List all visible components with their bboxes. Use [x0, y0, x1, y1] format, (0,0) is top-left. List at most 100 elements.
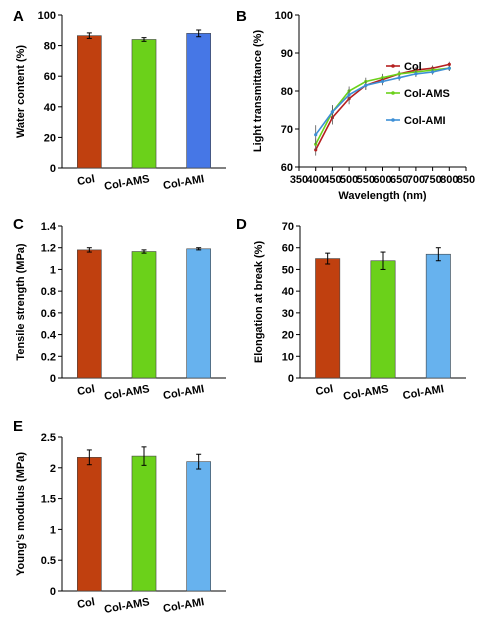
x-tick-label: 850	[457, 174, 475, 186]
x-tick-label: 350	[290, 174, 308, 186]
bar-col-ams	[131, 455, 157, 592]
y-tick-label: 10	[282, 351, 294, 363]
y-tick-label: 100	[38, 10, 56, 22]
x-tick-label: 750	[423, 174, 441, 186]
legend-label: Col-AMS	[404, 88, 450, 100]
category-label: Col-AMI	[162, 596, 205, 615]
category-label: Col	[76, 596, 96, 611]
y-tick-label: 100	[275, 10, 293, 22]
y-tick-label: 70	[281, 124, 293, 136]
x-axis-label: Wavelength (nm)	[338, 190, 427, 202]
category-label: Col-AMI	[162, 383, 205, 402]
category-label: Col-AMS	[103, 596, 150, 616]
legend-label: Col	[404, 61, 422, 73]
y-axis-label: Elongation at break (%)	[253, 241, 265, 364]
panel-label: D	[236, 216, 247, 233]
x-tick-label: 550	[357, 174, 375, 186]
y-tick-label: 1	[50, 524, 56, 536]
y-tick-label: 50	[282, 264, 294, 276]
y-tick-label: 0	[50, 586, 56, 598]
bar-col-ams	[131, 39, 157, 169]
bar-col	[315, 258, 341, 379]
y-tick-label: 20	[44, 132, 56, 144]
x-tick-label: 650	[390, 174, 408, 186]
y-tick-label: 70	[282, 221, 294, 233]
category-label: Col	[76, 173, 96, 188]
category-label: Col-AMS	[103, 173, 150, 193]
y-tick-label: 80	[281, 86, 293, 98]
bar-col-ami	[425, 253, 451, 379]
y-tick-label: 60	[44, 71, 56, 83]
legend-marker	[391, 118, 395, 122]
data-point	[380, 79, 385, 84]
panel-label: B	[236, 8, 247, 25]
data-point	[364, 83, 368, 87]
category-label: Col-AMS	[342, 383, 389, 403]
y-tick-label: 90	[281, 48, 293, 60]
bar-col-ams	[131, 251, 157, 379]
legend-marker	[391, 64, 395, 68]
category-label: Col	[76, 383, 96, 398]
data-point	[447, 62, 451, 66]
bar-col	[77, 249, 102, 379]
category-label: Col	[315, 383, 335, 398]
category-label: Col-AMI	[402, 383, 445, 402]
y-tick-label: 40	[44, 102, 56, 114]
y-tick-label: 0.6	[41, 308, 56, 320]
y-tick-label: 20	[282, 330, 294, 342]
x-tick-label: 600	[373, 174, 391, 186]
y-tick-label: 2.5	[41, 432, 56, 444]
category-label: Col-AMS	[103, 383, 150, 403]
y-axis-label: Light transmittance (%)	[252, 30, 264, 153]
y-axis-label: Water content (%)	[15, 45, 27, 138]
bar-col-ami	[186, 33, 211, 169]
y-tick-label: 80	[44, 41, 56, 53]
y-tick-label: 40	[282, 286, 294, 298]
x-tick-label: 700	[407, 174, 425, 186]
bar-col-ami	[186, 248, 211, 379]
panel-label: E	[13, 418, 23, 435]
y-tick-label: 0	[50, 373, 56, 385]
y-axis-label: Tensile strength (MPa)	[15, 243, 27, 360]
panel-b: B 60 70 80 90 100 Light transmittance (%) 35040…	[236, 8, 475, 202]
legend-label: Col-AMI	[404, 115, 446, 127]
data-point	[314, 133, 318, 137]
x-tick-label: 500	[340, 174, 358, 186]
legend-marker	[391, 91, 395, 95]
x-tick-label: 450	[323, 174, 341, 186]
y-tick-label: 30	[282, 308, 294, 320]
category-label: Col-AMI	[162, 173, 205, 192]
data-point	[397, 76, 401, 80]
panel-e: E 0 0.5 1 1.5 2 2.5 Young's modulus (MPa) Col Col…	[13, 418, 226, 616]
bar-col	[77, 35, 102, 169]
panel-a: A 0 20 40 60 80 100 Water content (%) Col Col-AMS…	[13, 8, 226, 193]
x-tick-label: 400	[307, 174, 325, 186]
series-col-ami: Col-AMI	[314, 65, 451, 145]
data-point	[431, 70, 435, 74]
panel-c: C 0 0.2 0.4 0.6 0.8 1 1.2 1.4 Tensile strength (M…	[13, 216, 226, 403]
y-tick-label: 0.2	[41, 351, 56, 363]
bar-col-ami	[186, 461, 211, 592]
y-tick-label: 0.5	[41, 555, 56, 567]
data-point	[397, 72, 401, 76]
y-tick-label: 0	[50, 163, 56, 175]
y-axis-label: Young's modulus (MPa)	[15, 452, 27, 576]
panel-label: C	[13, 216, 24, 233]
data-point	[330, 110, 334, 114]
bar-col	[77, 457, 102, 592]
x-tick-label: 800	[440, 174, 458, 186]
y-tick-label: 1.4	[41, 221, 57, 233]
y-tick-label: 1.2	[41, 243, 56, 255]
y-tick-label: 60	[282, 243, 294, 255]
y-tick-label: 0.4	[41, 330, 57, 342]
data-point	[447, 66, 451, 70]
panel-d: D 0 10 20 30 40 50 60 70 Elongation at break (%) C…	[236, 216, 466, 403]
y-tick-label: 1	[50, 264, 56, 276]
y-tick-label: 0	[288, 373, 294, 385]
panel-label: A	[13, 8, 24, 25]
bar-col-ams	[370, 260, 396, 379]
data-point	[414, 72, 418, 76]
data-point	[347, 93, 351, 97]
y-tick-label: 2	[50, 463, 56, 475]
